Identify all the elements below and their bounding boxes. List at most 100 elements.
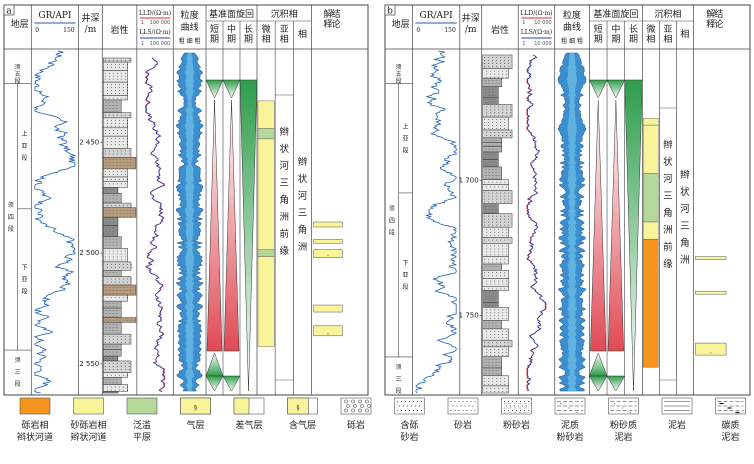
subfacies-label-char: 河 [280,160,290,172]
lithology-dot [126,205,128,207]
lithology-dot [106,122,108,124]
lithology-dot [120,170,122,172]
legend-label-2: 辫状河道 [70,431,106,443]
lithology-dot [110,281,112,283]
phase-header: 相 [680,28,689,40]
cycle-subheader-char: 期 [594,34,603,45]
legend-pattern [396,400,399,403]
lithology-dot [110,278,112,280]
lithology-dot [500,122,502,124]
lithology-dot [490,112,492,114]
interp-layer [313,221,343,228]
lithology-bed [482,86,499,98]
lithology-dot [502,112,504,114]
lithology-bed [482,213,513,228]
lithology-dot [484,125,486,127]
lithology-bed [482,68,509,79]
lithology-dot [490,309,492,311]
lithology-dot [498,315,500,317]
lithology-dot [108,150,110,152]
lithology-dot [104,253,106,255]
lithology-dot [506,354,508,356]
lithology-dot [506,135,508,136]
strat-member-label-char: 须 [8,201,14,209]
lithology-dot [118,125,120,127]
lithology-dot [490,235,492,237]
lithology-dot [496,224,498,226]
legend-label: 砂岩 [454,419,472,431]
lithology-bed [103,355,119,362]
facies-label-char: 角 [680,237,690,249]
lithology-bed-fill [482,104,513,118]
lithology-dot [106,266,108,268]
microfacies-band [643,117,659,126]
lithology-dot [122,278,124,280]
lithology-dot [104,366,106,367]
lithology-dot [112,132,114,134]
lithology-dot [112,253,114,255]
legend-pattern [420,400,423,403]
strat-lower-label: 下亚段 [21,264,27,295]
lithology-dot [488,288,490,290]
legend-pattern [513,405,516,407]
lithology-bed-fill [103,157,137,170]
lithology-bed-fill [482,166,502,180]
lithology-dot [114,389,116,391]
cycle-header: 基准面旋回 [593,8,638,20]
lithology-dot [116,75,118,77]
lithology-dot [502,309,504,311]
legend-pattern [416,409,419,412]
cycle-subheader: 中期 [227,23,236,45]
lithology-dot [494,348,496,350]
lithology-dot [502,70,504,72]
microfacies-band [643,124,659,174]
cycle-mid-fall [222,79,241,99]
lithology-dot [496,128,498,130]
interp-layer [695,256,727,260]
facies-label-char: 洲 [298,242,308,253]
cycle-mid-fall [606,79,626,99]
lithology-bed-fill [103,217,119,226]
lithology-dot [104,153,106,155]
lithology-bed-fill [482,116,509,131]
lithology-dot [490,229,492,231]
lithology-dot [112,366,114,367]
depth-header-unit: /m [465,25,477,35]
depth-label: 2 500 [79,249,99,257]
legend-pattern [468,405,470,407]
strat-bottom-label-char: 段 [15,380,21,388]
lithology-dot [490,186,492,188]
legend-pattern [521,405,524,407]
lithology-bed-fill [103,70,128,83]
lithology-dot [118,278,120,280]
microfacies-band [257,100,275,129]
lithology-dot [486,387,488,389]
lithology-bed [482,237,513,244]
lithology-dot [506,73,508,75]
depth-label: 1 700 [459,176,479,184]
lithology-dot [488,272,490,274]
strat-member-label-char: 须 [389,204,395,212]
lithology-dot [484,181,486,183]
lithology-dot [118,374,120,376]
lithology-bed [103,217,119,226]
lithology-dot [506,348,508,350]
lithology-dot [502,251,504,253]
strat-member-label-char: 四 [8,214,14,221]
lithology-dot [126,122,128,124]
lithology-dot [490,135,492,136]
facies-header: 沉积相 [654,8,681,20]
legend-pattern [511,409,514,412]
lithology-bed [103,207,137,218]
lithology-bed [103,57,132,63]
lithology-dot [122,266,124,268]
lithology-dot [496,125,498,127]
lithology-dot [116,60,118,61]
lithology-dot [484,288,486,290]
legend-pattern [519,400,522,403]
lithology-dot [506,132,508,133]
lithology-dot [106,87,108,89]
